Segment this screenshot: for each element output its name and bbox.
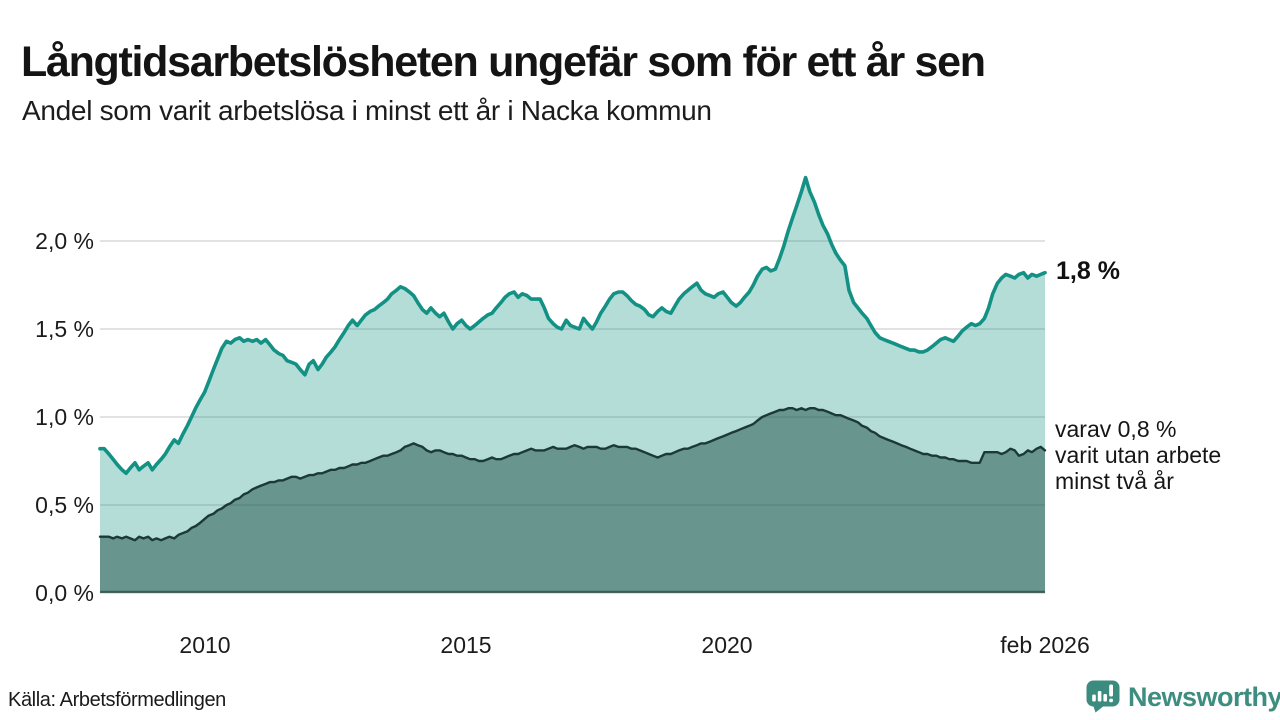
newsworthy-speech-bubble-icon [1086, 680, 1120, 713]
source-note: Källa: Arbetsförmedlingen [8, 689, 226, 711]
x-tick-label: 2015 [440, 632, 492, 658]
x-tick-label: 2010 [179, 632, 231, 658]
y-tick-label: 2,0 % [35, 228, 94, 254]
series-end-label-total: 1,8 % [1056, 257, 1120, 285]
subset-label-line: varit utan arbete [1055, 442, 1222, 468]
y-tick-label: 0,0 % [35, 580, 94, 606]
newsworthy-logo: Newsworthy [1086, 680, 1280, 713]
y-tick-label: 1,0 % [35, 404, 94, 430]
y-tick-label: 0,5 % [35, 492, 94, 518]
area-subset-two-years [100, 408, 1045, 593]
series-end-label-subset: varav 0,8 % varit utan arbete minst två … [1055, 416, 1221, 494]
page-subtitle: Andel som varit arbetslösa i minst ett å… [22, 95, 712, 126]
newsworthy-wordmark: Newsworthy [1128, 681, 1280, 712]
x-tick-label: 2020 [701, 632, 753, 658]
x-tick-label: feb 2026 [1000, 632, 1090, 658]
y-tick-label: 1,5 % [35, 316, 94, 342]
line-subset-two-years [98, 407, 1047, 542]
subset-label-line: varav 0,8 % [1055, 416, 1177, 442]
line-total-one-year [98, 175, 1047, 476]
page-title: Långtidsarbetslösheten ungefär som för e… [21, 37, 986, 86]
subset-label-line: minst två år [1055, 468, 1174, 494]
